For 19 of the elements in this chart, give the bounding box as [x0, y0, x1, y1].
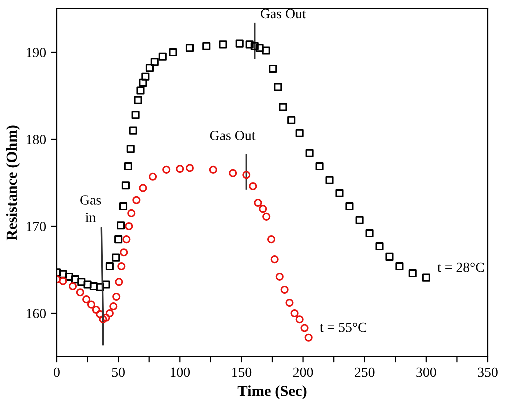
x-tick-label: 250	[355, 368, 375, 378]
x-tick-label: 100	[170, 368, 190, 378]
annotation: Gas in	[80, 196, 102, 222]
annotation: t = 28°C	[438, 262, 484, 272]
x-tick-label: 50	[112, 368, 125, 378]
x-axis-title: Time (Sec)	[238, 386, 307, 400]
y-tick-label: 180	[26, 135, 46, 144]
x-tick-label: 300	[416, 368, 436, 378]
x-tick-label: 150	[232, 368, 252, 378]
annotation: Gas Out	[261, 9, 306, 19]
y-tick-label: 190	[26, 48, 46, 58]
y-axis-title: Resistance (Ohm)	[6, 126, 20, 241]
annotation: Gas Out	[210, 131, 256, 140]
y-tick-label: 160	[26, 309, 46, 318]
x-tick-label: 200	[293, 368, 314, 378]
x-tick-label: 350	[478, 368, 498, 378]
annotation: t = 55°C	[320, 322, 367, 332]
x-tick-label: 0	[54, 368, 60, 378]
y-tick-label: 170	[26, 222, 46, 232]
